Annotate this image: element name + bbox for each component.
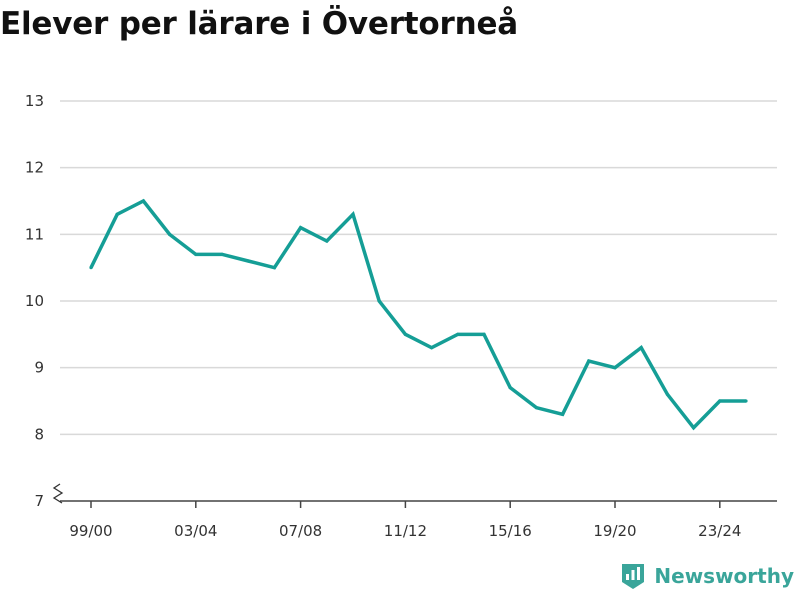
logo-text: Newsworthy [654, 564, 794, 588]
x-axis [52, 483, 777, 504]
data-point [194, 252, 198, 256]
data-point [141, 199, 145, 203]
x-tick-label: 23/24 [698, 522, 741, 540]
data-point [325, 239, 329, 243]
y-tick-label: 7 [34, 492, 44, 510]
data-point [718, 399, 722, 403]
data-point [168, 232, 172, 236]
data-point [613, 366, 617, 370]
y-tick-label: 11 [25, 225, 44, 243]
bar-chart-logo-icon [622, 564, 645, 589]
data-point [508, 386, 512, 390]
x-tick-label: 11/12 [384, 522, 427, 540]
data-point [744, 399, 748, 403]
data-point [482, 332, 486, 336]
data-point [403, 332, 407, 336]
data-point [299, 226, 303, 230]
x-tick-label: 03/04 [174, 522, 217, 540]
data-point [639, 346, 643, 350]
data-point [246, 259, 250, 263]
series-lines [89, 198, 748, 431]
x-tick-labels: 99/00 03/04 07/08 11/12 15/16 19/20 23/24 [69, 501, 741, 540]
data-point [272, 266, 276, 270]
data-point [220, 252, 224, 256]
series-line-0 [89, 198, 746, 431]
data-point [456, 332, 460, 336]
y-tick-label: 8 [34, 425, 44, 443]
y-tick-labels: 7 8 9 10 11 12 13 [25, 92, 44, 510]
x-tick-label: 99/00 [69, 522, 112, 540]
data-point [430, 346, 434, 350]
grid-lines [60, 100, 777, 436]
y-tick-label: 9 [34, 359, 44, 377]
newsworthy-logo[interactable]: Newsworthy [620, 562, 794, 590]
x-tick-label: 19/20 [593, 522, 636, 540]
data-point [665, 392, 670, 396]
data-point [115, 212, 119, 216]
x-tick-label: 07/08 [279, 522, 322, 540]
data-point [377, 299, 381, 303]
chart-title: Elever per lärare i Övertorneå [0, 6, 519, 42]
data-point [587, 359, 591, 363]
axis-break-icon [52, 483, 64, 504]
data-point [692, 426, 696, 430]
data-point [534, 406, 539, 410]
y-tick-label: 10 [25, 292, 44, 310]
y-tick-label: 12 [25, 159, 44, 177]
x-tick-label: 15/16 [489, 522, 532, 540]
y-tick-label: 13 [25, 92, 44, 110]
data-point [351, 212, 355, 216]
data-point [89, 266, 93, 270]
data-point [561, 412, 565, 416]
